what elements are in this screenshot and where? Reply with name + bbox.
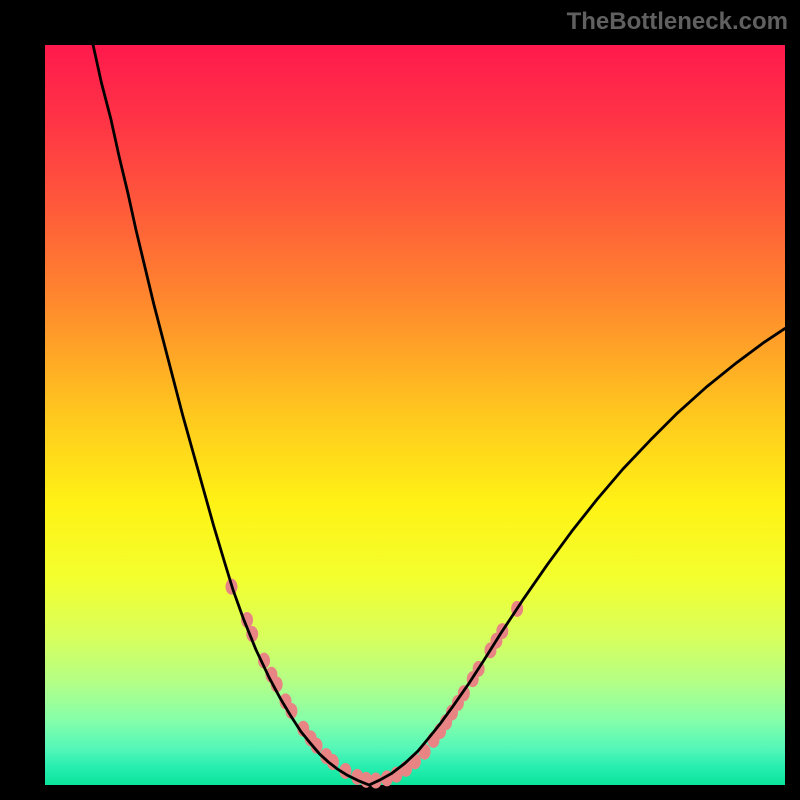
curve-right — [369, 328, 785, 785]
scatter-marker-group — [226, 579, 523, 788]
chart-container: TheBottleneck.com — [0, 0, 800, 800]
curve-overlay-svg — [45, 45, 785, 785]
plot-area — [45, 45, 785, 785]
watermark-text: TheBottleneck.com — [567, 8, 788, 36]
curve-left — [93, 45, 369, 785]
